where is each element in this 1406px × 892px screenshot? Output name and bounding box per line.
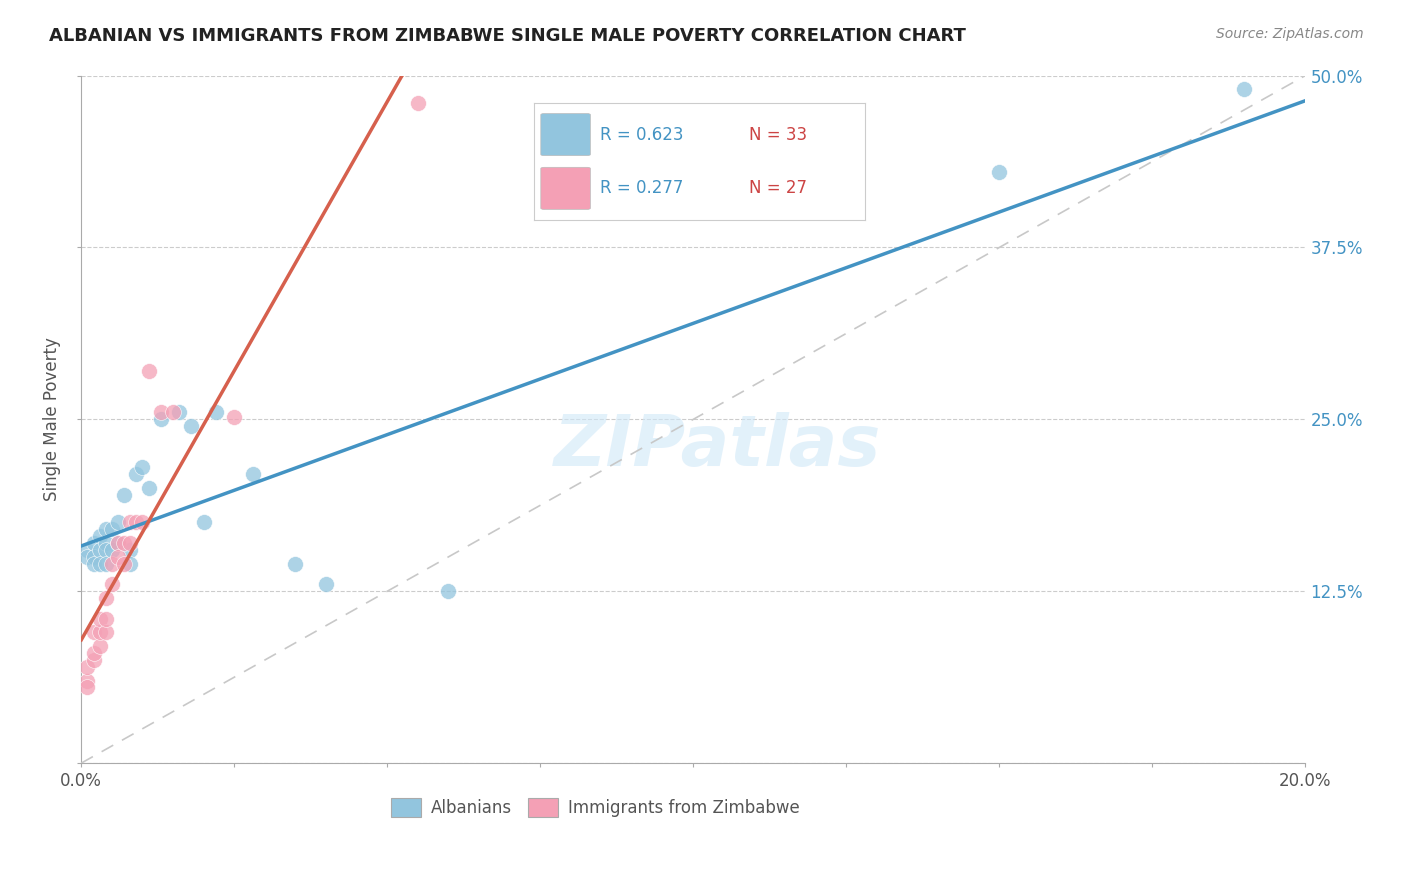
Point xyxy=(138,364,160,378)
Point xyxy=(242,467,264,482)
Point xyxy=(94,591,117,606)
Point xyxy=(76,673,98,688)
Point xyxy=(167,405,190,419)
Point xyxy=(101,543,124,558)
Point xyxy=(107,536,129,550)
Text: ZIPatlas: ZIPatlas xyxy=(554,412,882,482)
Point xyxy=(125,516,148,530)
Point xyxy=(180,419,202,434)
Point xyxy=(76,549,98,564)
Point xyxy=(120,516,142,530)
Point xyxy=(1233,82,1256,96)
Point xyxy=(284,557,307,571)
Point xyxy=(149,412,172,426)
Point xyxy=(83,646,105,660)
Point xyxy=(94,625,117,640)
Point xyxy=(131,516,153,530)
Point xyxy=(107,536,129,550)
Point xyxy=(120,543,142,558)
Point xyxy=(89,612,111,626)
Point xyxy=(437,584,460,599)
Text: ALBANIAN VS IMMIGRANTS FROM ZIMBABWE SINGLE MALE POVERTY CORRELATION CHART: ALBANIAN VS IMMIGRANTS FROM ZIMBABWE SIN… xyxy=(49,27,966,45)
Point xyxy=(138,481,160,495)
Point xyxy=(120,557,142,571)
Point xyxy=(315,577,337,591)
Point xyxy=(406,95,429,110)
Point xyxy=(120,536,142,550)
Point xyxy=(94,557,117,571)
Point xyxy=(224,409,246,424)
Point xyxy=(131,460,153,475)
Point xyxy=(94,522,117,536)
Point xyxy=(94,543,117,558)
Point xyxy=(89,639,111,653)
Point xyxy=(988,165,1011,179)
Point xyxy=(162,405,184,419)
Point xyxy=(101,577,124,591)
Point xyxy=(112,536,135,550)
Point xyxy=(76,681,98,695)
Point xyxy=(83,536,105,550)
Point xyxy=(101,557,124,571)
Point xyxy=(94,536,117,550)
Point xyxy=(193,516,215,530)
Point xyxy=(89,625,111,640)
Point xyxy=(83,549,105,564)
Point xyxy=(101,522,124,536)
Point xyxy=(94,612,117,626)
Point xyxy=(89,557,111,571)
Point xyxy=(76,660,98,674)
Point xyxy=(83,557,105,571)
Y-axis label: Single Male Poverty: Single Male Poverty xyxy=(44,337,60,501)
Point xyxy=(76,543,98,558)
Point xyxy=(83,625,105,640)
Point xyxy=(125,467,148,482)
Point xyxy=(107,516,129,530)
Text: Source: ZipAtlas.com: Source: ZipAtlas.com xyxy=(1216,27,1364,41)
Point xyxy=(149,405,172,419)
Point xyxy=(112,488,135,502)
Point xyxy=(107,549,129,564)
Point xyxy=(83,653,105,667)
Legend: Albanians, Immigrants from Zimbabwe: Albanians, Immigrants from Zimbabwe xyxy=(384,791,807,823)
Point xyxy=(89,529,111,543)
Point xyxy=(205,405,228,419)
Point xyxy=(112,557,135,571)
Point xyxy=(89,543,111,558)
